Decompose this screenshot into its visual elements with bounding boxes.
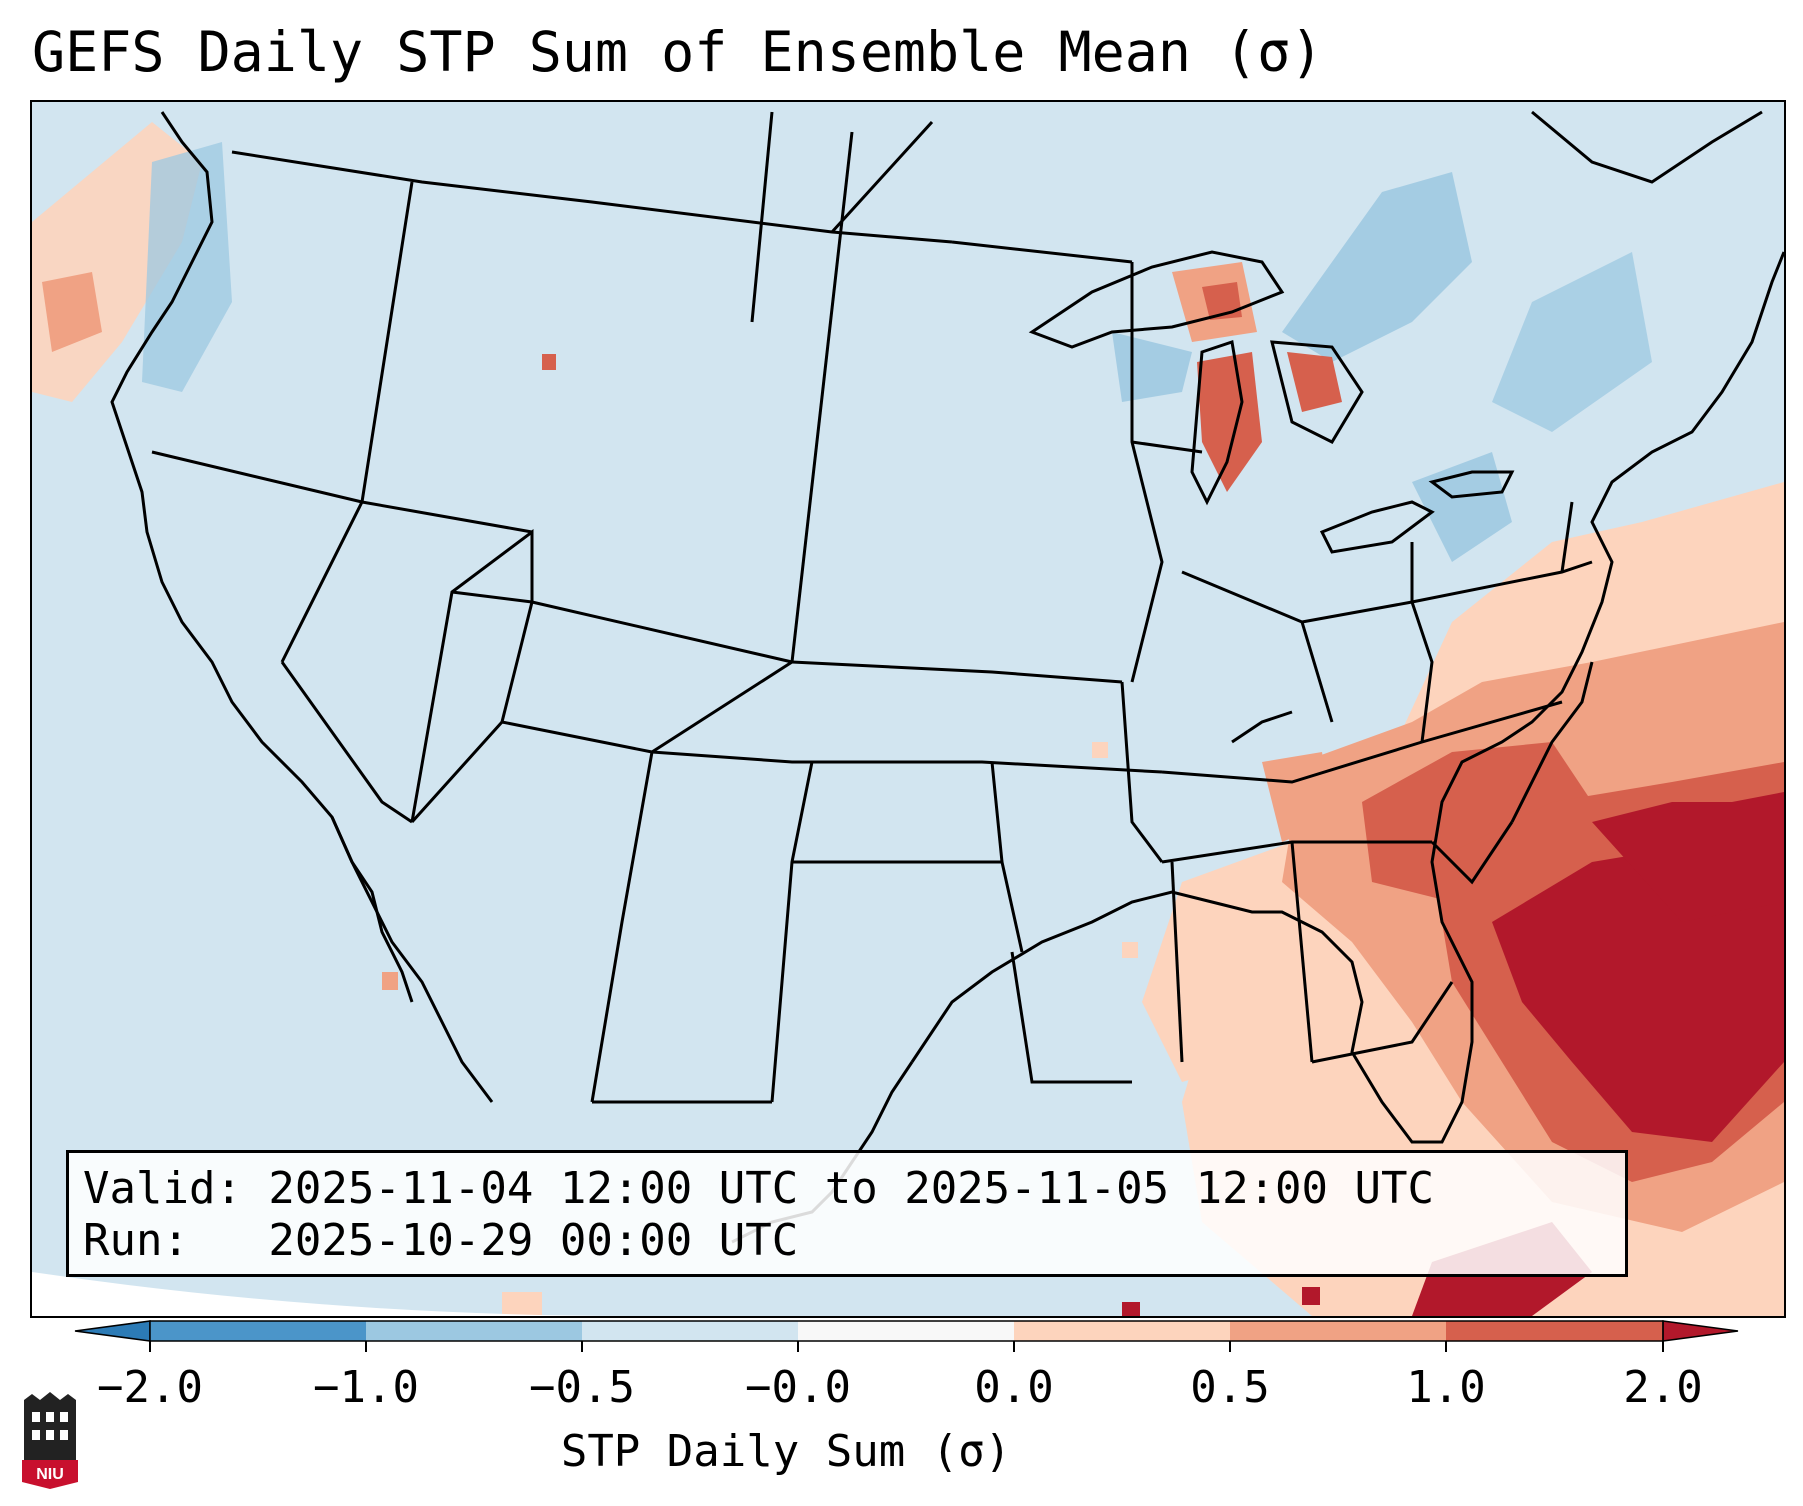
run-time-label: Run: 2025-10-29 00:00 UTC	[83, 1215, 799, 1266]
logo-text: NIU	[36, 1466, 64, 1483]
niu-logo-icon: NIU	[20, 1390, 80, 1494]
colorbar-bin	[1230, 1321, 1446, 1341]
colorbar-tick: 0.0	[974, 1362, 1054, 1413]
colorbar-bin	[582, 1321, 798, 1341]
colorbar-tick: −2.0	[97, 1362, 203, 1413]
colorbar-extend-min	[74, 1320, 151, 1342]
colorbar-tick: −0.0	[745, 1362, 851, 1413]
colorbar-bin	[150, 1321, 366, 1341]
colorbar-tick: −0.5	[529, 1362, 635, 1413]
colorbar-extend-max	[1662, 1320, 1739, 1342]
colorbar-label: STP Daily Sum (σ)	[560, 1426, 1012, 1477]
map-edge	[32, 1272, 632, 1316]
colorbar-bin	[1014, 1321, 1230, 1341]
colorbar-bin	[366, 1321, 582, 1341]
colorbar-tick: −1.0	[313, 1362, 419, 1413]
valid-time-box: Valid: 2025-11-04 12:00 UTC to 2025-11-0…	[66, 1150, 1628, 1277]
map-canvas	[32, 110, 1784, 1316]
colorbar-tick: 0.5	[1190, 1362, 1270, 1413]
colorbar-tick: 2.0	[1623, 1362, 1703, 1413]
coastlines	[110, 110, 1784, 1244]
page-title: GEFS Daily STP Sum of Ensemble Mean (σ)	[32, 20, 1324, 84]
colorbar-bin	[1446, 1321, 1663, 1341]
state-borders	[151, 111, 1593, 1104]
colorbar-bin	[798, 1321, 1014, 1341]
colorbar-tick: 1.0	[1406, 1362, 1486, 1413]
anomaly-fields	[32, 122, 1784, 1316]
map-panel[interactable]	[30, 100, 1786, 1318]
valid-time-label: Valid: 2025-11-04 12:00 UTC to 2025-11-0…	[83, 1163, 1435, 1214]
